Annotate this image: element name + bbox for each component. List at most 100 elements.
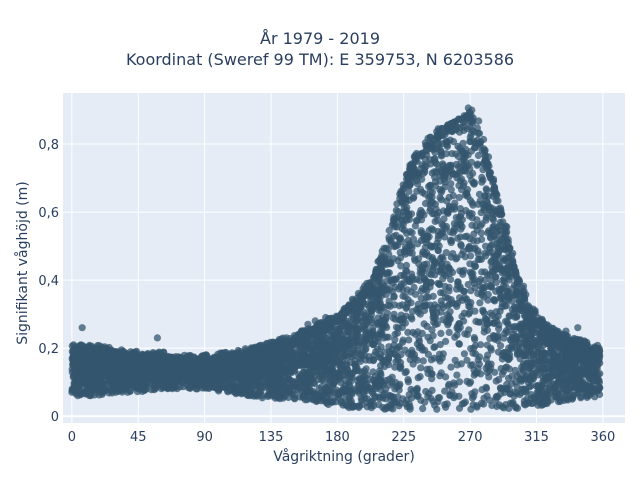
scatter-point [437, 196, 445, 204]
scatter-point [475, 318, 483, 326]
scatter-point [555, 375, 563, 383]
scatter-point [460, 350, 468, 358]
scatter-point [540, 349, 549, 357]
scatter-point [468, 199, 476, 207]
scatter-point [588, 384, 597, 393]
scatter-point [437, 329, 445, 337]
scatter-point [476, 299, 484, 307]
scatter-point [347, 370, 355, 378]
scatter-point [495, 325, 503, 333]
scatter-point [468, 221, 476, 229]
scatter-point [414, 180, 422, 188]
chart-title-line-1: År 1979 - 2019 [260, 29, 380, 48]
scatter-point [325, 380, 334, 388]
scatter-point [390, 293, 398, 301]
scatter-point [452, 213, 460, 222]
scatter-point [413, 187, 421, 195]
scatter-point [503, 328, 512, 336]
scatter-point [435, 355, 443, 363]
scatter-point [274, 394, 282, 402]
scatter-point [402, 368, 410, 376]
scatter-point [310, 395, 318, 403]
scatter-point [415, 334, 423, 343]
scatter-point [451, 356, 459, 364]
scatter-point [338, 361, 346, 369]
scatter-point [428, 266, 436, 274]
scatter-point [527, 376, 536, 384]
scatter-point [332, 357, 340, 365]
scatter-point [456, 294, 464, 302]
scatter-point [346, 378, 354, 386]
scatter-point [326, 373, 334, 381]
scatter-point [442, 403, 450, 411]
scatter-point [463, 356, 471, 364]
scatter-point [431, 155, 439, 163]
scatter-point [510, 303, 518, 311]
scatter-point [497, 390, 505, 398]
scatter-point [460, 309, 468, 317]
scatter-point [113, 363, 121, 371]
scatter-point [153, 366, 161, 374]
scatter-point [575, 355, 584, 363]
scatter-point [375, 353, 383, 361]
scatter-point [421, 302, 429, 310]
scatter-point [211, 379, 219, 387]
scatter-point [457, 225, 465, 233]
scatter-point [506, 336, 515, 344]
scatter-point [445, 328, 453, 336]
scatter-point [392, 323, 401, 331]
scatter-point [233, 372, 241, 380]
scatter-point [414, 300, 422, 308]
scatter-point [416, 269, 424, 277]
scatter-point [377, 362, 385, 370]
scatter-point [447, 275, 455, 284]
scatter-point [523, 331, 531, 339]
scatter-point [466, 268, 474, 276]
scatter-point [543, 400, 551, 408]
scatter-point [337, 378, 345, 387]
scatter-point [464, 185, 472, 194]
scatter-point [441, 387, 449, 395]
scatter-point [316, 332, 324, 340]
scatter-point [281, 369, 289, 377]
scatter-point [475, 278, 483, 286]
scatter-point [418, 329, 426, 337]
scatter-point [497, 342, 505, 350]
scatter-point [491, 368, 499, 376]
scatter-point [492, 396, 500, 404]
scatter-point [421, 168, 429, 176]
scatter-point [489, 214, 497, 223]
scatter-point [374, 294, 382, 302]
scatter-point [399, 292, 407, 300]
scatter-point [393, 399, 401, 407]
scatter-point [453, 331, 461, 339]
scatter-point [428, 386, 436, 394]
scatter-point [442, 373, 450, 381]
scatter-point [92, 375, 100, 383]
scatter-point [287, 383, 295, 391]
scatter-point [499, 276, 507, 284]
scatter-point [512, 332, 521, 340]
scatter-point [512, 343, 520, 351]
scatter-point [369, 324, 377, 332]
scatter-point [467, 345, 475, 353]
scatter-point [434, 246, 442, 255]
scatter-point [491, 252, 499, 260]
scatter-point [549, 368, 557, 376]
scatter-point [486, 271, 494, 279]
scatter-point [499, 265, 507, 273]
scatter-point [414, 169, 422, 177]
scatter-point [296, 360, 304, 369]
scatter-point [391, 363, 399, 371]
scatter-point [454, 234, 462, 242]
scatter-point [408, 307, 417, 316]
scatter-point [455, 193, 463, 202]
scatter-point [404, 376, 412, 384]
scatter-point [398, 323, 406, 331]
scatter-point [443, 197, 451, 205]
scatter-point [428, 326, 436, 334]
scatter-point [477, 255, 485, 263]
scatter-point [486, 319, 494, 327]
scatter-point [409, 360, 417, 368]
scatter-point [121, 384, 129, 392]
